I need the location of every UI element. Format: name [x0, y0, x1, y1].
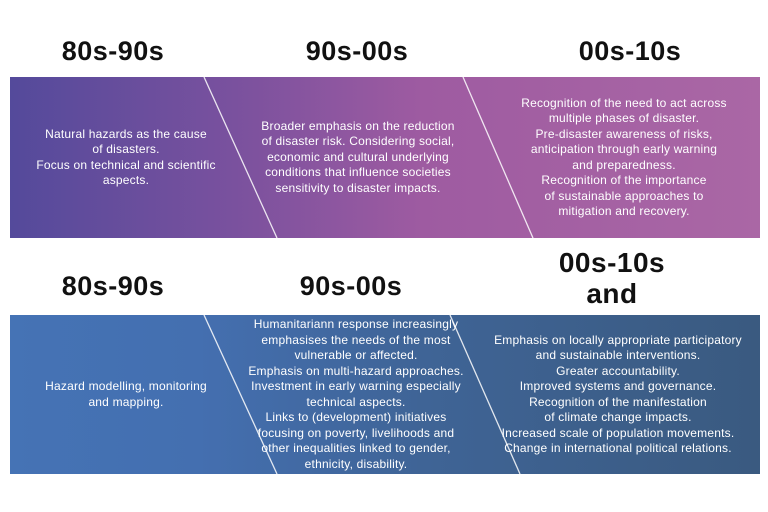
divider-line	[203, 77, 278, 238]
bottom-era-heading-80s-90s: 80s-90s	[61, 271, 165, 301]
bottom-era-heading-90s-00s: 90s-00s	[299, 271, 403, 301]
bottom-segment-00s-10s-text: Emphasis on locally appropriate particip…	[494, 332, 742, 456]
top-timeline-band: Natural hazards as the cause of disaster…	[10, 77, 760, 238]
bottom-band-segment-dividers	[203, 315, 521, 474]
divider-line	[449, 315, 521, 474]
divider-line	[462, 77, 534, 238]
divider-line	[203, 315, 278, 474]
top-band-segment-dividers	[203, 77, 534, 238]
top-segment-80s-90s-text: Natural hazards as the cause of disaster…	[36, 126, 216, 188]
top-era-heading-80s-90s: 80s-90s	[61, 36, 165, 66]
top-segment-90s-00s-text: Broader emphasis on the reduction of dis…	[261, 118, 455, 195]
top-segment-00s-10s-text: Recognition of the need to act across mu…	[521, 95, 727, 219]
top-era-heading-90s-00s: 90s-00s	[305, 36, 409, 66]
bottom-segment-90s-00s-text: Humanitariann response increasingly emph…	[248, 317, 464, 471]
bottom-segment-80s-90s-text: Hazard modelling, monitoring and mapping…	[45, 379, 207, 409]
bottom-timeline-band: Hazard modelling, monitoring and mapping…	[10, 315, 760, 474]
top-era-heading-00s-10s: 00s-10s	[578, 36, 682, 66]
